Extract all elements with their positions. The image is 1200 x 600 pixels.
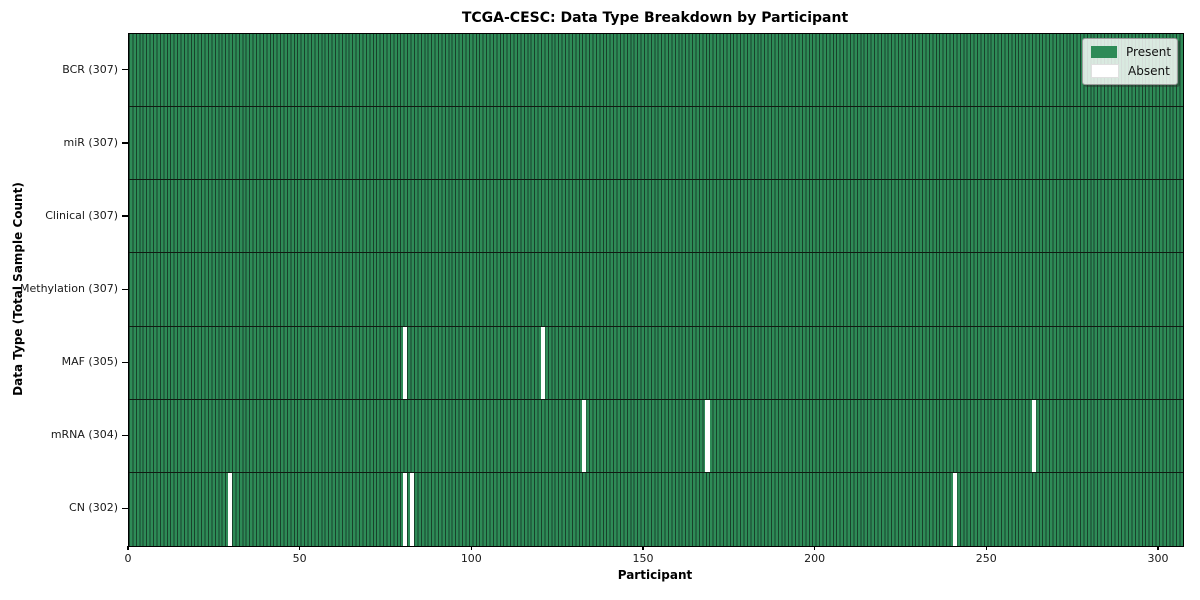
ytick-label: CN (302) — [69, 501, 118, 515]
xtick-mark — [298, 546, 301, 550]
absent-marker — [410, 472, 415, 546]
plot-area — [128, 33, 1184, 547]
xtick-mark — [642, 546, 644, 550]
xtick-mark — [127, 546, 129, 550]
x-axis-title: Participant — [617, 568, 693, 582]
absent-marker — [581, 399, 586, 472]
xtick-label: 0 — [124, 552, 132, 565]
ytick-mark — [122, 361, 128, 364]
absent-marker — [1031, 399, 1036, 472]
legend-item-absent: Absent — [1091, 64, 1170, 78]
xtick-label: 100 — [460, 552, 482, 565]
legend-label: Absent — [1128, 64, 1170, 78]
legend-label: Present — [1126, 45, 1172, 59]
heatmap-row-mir — [129, 107, 1183, 181]
absent-marker — [403, 472, 408, 546]
ytick-label: MAF (305) — [61, 355, 118, 369]
ytick-label: Clinical (307) — [45, 208, 118, 222]
xtick-mark — [813, 546, 816, 550]
ytick-mark — [122, 142, 128, 144]
absent-marker — [540, 326, 545, 399]
heatmap-row-bcr — [129, 34, 1183, 108]
ytick-mark — [122, 507, 128, 510]
xtick-label: 250 — [975, 552, 997, 565]
xtick-mark — [470, 546, 472, 550]
ytick-mark — [122, 215, 128, 217]
ytick-label: BCR (307) — [62, 62, 118, 76]
ytick-mark — [122, 288, 128, 290]
legend: Present Absent — [1082, 38, 1178, 85]
xtick-mark — [985, 546, 987, 550]
legend-swatch-absent — [1091, 64, 1119, 78]
xtick-mark — [1157, 546, 1159, 550]
ytick-mark — [122, 434, 128, 437]
xtick-label: 150 — [632, 552, 654, 565]
heatmap-row-clinical — [129, 180, 1183, 254]
absent-marker — [952, 472, 957, 546]
legend-item-present: Present — [1091, 45, 1172, 59]
absent-marker — [403, 326, 408, 399]
xtick-label: 200 — [804, 552, 826, 565]
ytick-mark — [122, 69, 128, 71]
legend-swatch-present — [1091, 46, 1117, 58]
heatmap-row-maf — [129, 326, 1183, 400]
heatmap-row-methylation — [129, 253, 1183, 327]
ytick-label: mRNA (304) — [50, 428, 118, 442]
xtick-label: 50 — [292, 552, 307, 565]
chart-title: TCGA-CESC: Data Type Breakdown by Partic… — [461, 10, 849, 26]
heatmap-row-mrna — [129, 399, 1183, 473]
xtick-label: 300 — [1147, 552, 1169, 565]
ytick-label: Methylation (307) — [20, 282, 118, 295]
absent-marker — [705, 399, 710, 472]
heatmap-row-cn — [129, 472, 1183, 546]
absent-marker — [228, 472, 233, 546]
ytick-label: miR (307) — [63, 135, 119, 149]
